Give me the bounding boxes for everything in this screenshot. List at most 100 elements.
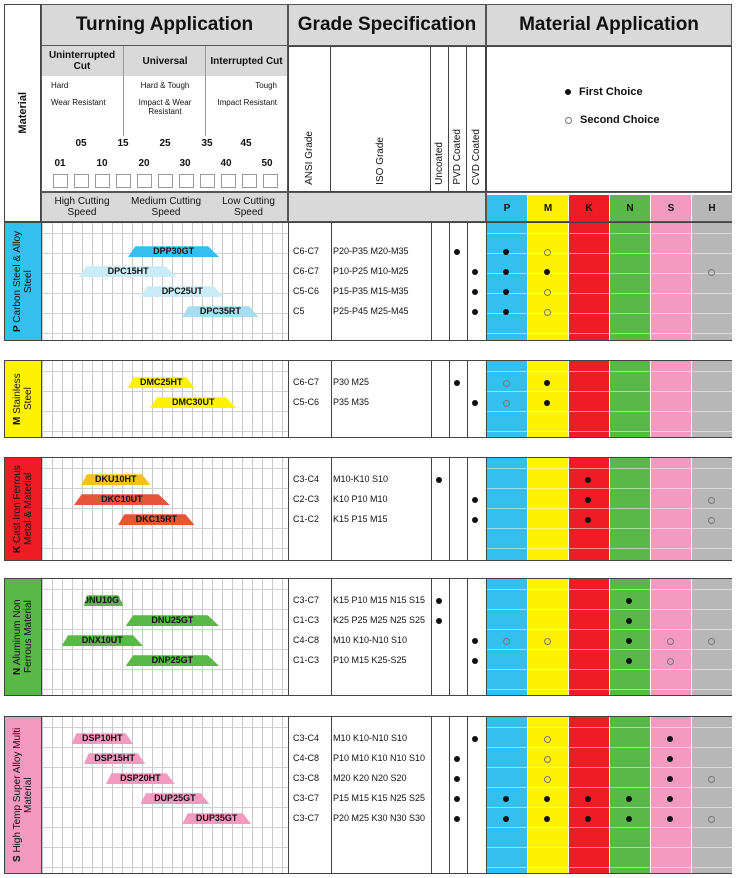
group-N: N Aluminum Non Ferrous Material DNU10GT C3… [4, 578, 733, 696]
grid-vline [172, 223, 173, 340]
material-col-fill [569, 717, 609, 873]
material-hline [487, 807, 733, 808]
group-name-text: Aluminum Non Ferrous Material [12, 599, 34, 674]
grade-col-line [467, 717, 468, 873]
coating-dot [436, 598, 442, 604]
grid-vline [282, 579, 283, 695]
grid-vline [52, 579, 53, 695]
material-col-fill [610, 361, 650, 437]
iso-value: K15 P15 M15 [333, 514, 388, 524]
grid-hline [42, 589, 288, 590]
grade-bar-DPC35RT: DPC35RT [182, 306, 259, 317]
grid-hline [42, 333, 288, 334]
ansi-value: C1-C3 [293, 615, 320, 625]
cut-type-title: Interrupted Cut [210, 55, 283, 67]
grade-col-line [431, 717, 432, 873]
coating-dot [454, 380, 460, 386]
grid-vline [282, 717, 283, 873]
iso-value: K10 P10 M10 [333, 494, 388, 504]
grid-vline [252, 361, 253, 437]
grid-vline [182, 458, 183, 560]
group-M: M Stainless Steel DMC25HT C6-C7 P30 M25 DMC3… [4, 360, 733, 438]
material-hline [487, 233, 733, 234]
material-col-header-K: K [569, 193, 610, 221]
grid-hline [42, 727, 288, 728]
group-name-text: High Temp Super Alloy Multi Material [12, 727, 34, 853]
group-name: K Cast Iron Ferrous Metal & Material [12, 463, 34, 555]
grid-hline [42, 313, 288, 314]
ansi-value: C5 [293, 306, 305, 316]
iso-value: P15-P35 M15-M35 [333, 286, 409, 296]
grid-vline [152, 579, 153, 695]
cut-type-line1: Hard [51, 81, 69, 90]
grade-bar-DMC25HT: DMC25HT [128, 377, 195, 388]
first-choice-dot [626, 598, 632, 604]
grid-vline [102, 361, 103, 437]
second-choice-icon [565, 116, 572, 124]
grid-vline [222, 458, 223, 560]
grid-vline [82, 223, 83, 340]
iso-value: P10-P25 M10-M25 [333, 266, 409, 276]
first-choice-dot [667, 816, 673, 822]
grid-vline [282, 458, 283, 560]
material-col-fill [651, 458, 691, 560]
coating-dot [472, 289, 478, 295]
grid-vline [62, 361, 63, 437]
grid-vline [52, 361, 53, 437]
first-choice-dot [544, 400, 550, 406]
material-col-fill [569, 458, 609, 560]
scale-bottom-label: 10 [96, 158, 108, 169]
scale-tick [53, 174, 68, 188]
first-choice-dot [585, 517, 591, 523]
grid-vline [42, 223, 43, 340]
ansi-value: C4-C8 [293, 753, 320, 763]
grid-vline [92, 458, 93, 560]
material-col-fill [569, 579, 609, 695]
coating-dot [472, 517, 478, 523]
grid-vline [152, 361, 153, 437]
grid-vline [262, 361, 263, 437]
material-col-fill [610, 579, 650, 695]
grade-bar-DKC10UT: DKC10UT [73, 494, 170, 505]
grid-vline [122, 223, 123, 340]
grid-vline [82, 717, 83, 873]
grid-hline [42, 747, 288, 748]
material-col-fill [692, 579, 732, 695]
iso-value: K15 P10 M15 N15 S15 [333, 595, 426, 605]
grid-vline [262, 223, 263, 340]
grade-bar-DSP10HT: DSP10HT [71, 733, 134, 744]
coating-dot [472, 658, 478, 664]
grade-bar-DKC15RT: DKC15RT [118, 514, 195, 525]
grid-vline [202, 579, 203, 695]
grid-hline [42, 411, 288, 412]
ansi-value: C3-C4 [293, 474, 320, 484]
coating-dot [472, 269, 478, 275]
grid-hline [42, 649, 288, 650]
group-K: K Cast Iron Ferrous Metal & Material DKU1… [4, 457, 733, 561]
second-choice-dot [503, 380, 510, 387]
grid-vline [282, 223, 283, 340]
grid-hline [42, 807, 288, 808]
grid-vline [212, 223, 213, 340]
grid-vline [112, 361, 113, 437]
coating-dot [436, 618, 442, 624]
iso-value: P10 M15 K25-S25 [333, 655, 407, 665]
grid-vline [172, 458, 173, 560]
ansi-value: C3-C7 [293, 813, 320, 823]
scale-top-label: 35 [201, 138, 213, 149]
grid-vline [242, 717, 243, 873]
coating-dot [472, 638, 478, 644]
first-choice-dot [503, 309, 509, 315]
grid-vline [242, 223, 243, 340]
grade-col-line [449, 458, 450, 560]
grade-col-line [467, 458, 468, 560]
cut-type-line2: Wear Resistant [51, 98, 106, 107]
iso-value: P10 M10 K10 N10 S10 [333, 753, 426, 763]
grid-vline [202, 458, 203, 560]
scale-bottom-label: 50 [261, 158, 273, 169]
grid-vline [232, 458, 233, 560]
grade-spec-M [288, 361, 487, 437]
cut-type-line1: Tough [255, 81, 277, 90]
ansi-value: C3-C7 [293, 793, 320, 803]
